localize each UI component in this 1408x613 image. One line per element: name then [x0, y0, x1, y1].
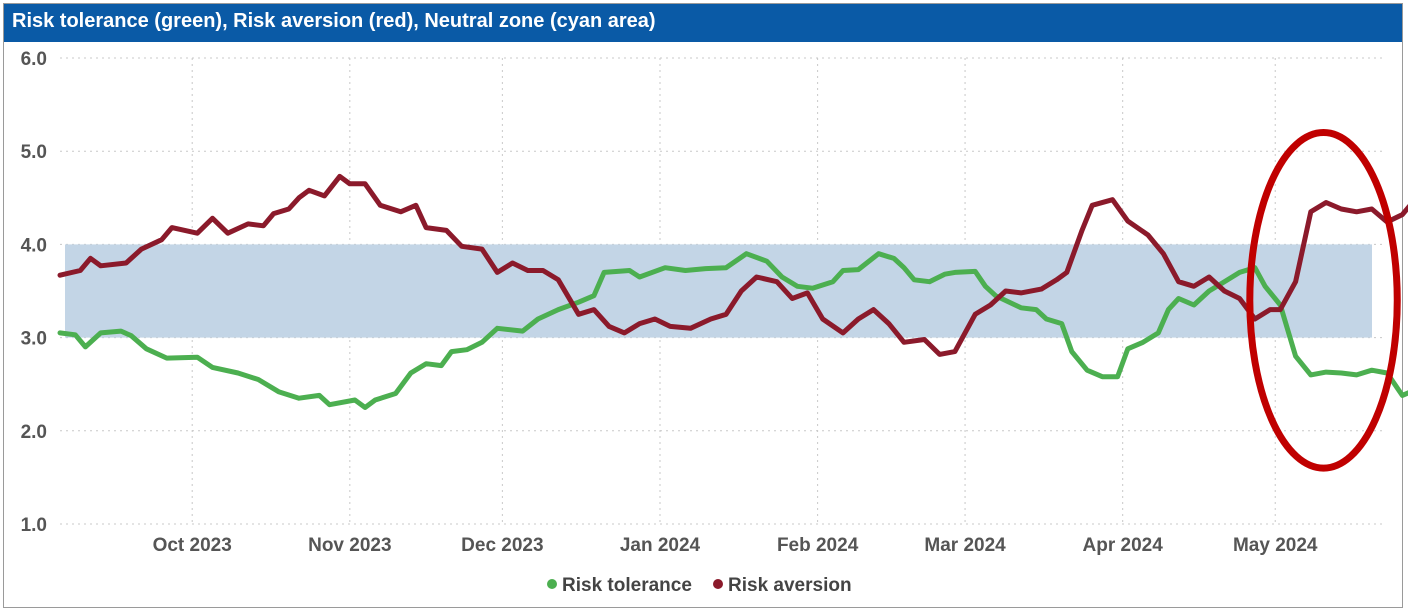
- x-tick-label: Apr 2024: [1083, 535, 1164, 556]
- legend-label-risk-aversion: Risk aversion: [728, 575, 852, 596]
- legend-label-risk-tolerance: Risk tolerance: [562, 575, 692, 596]
- x-axis: Oct 2023 Nov 2023 Dec 2023 Jan 2024 Feb 2024…: [153, 535, 1318, 556]
- neutral-zone-area: [65, 244, 1372, 338]
- risk-aversion-line: [57, 173, 1408, 357]
- highlight-ellipse: [1246, 129, 1401, 472]
- y-tick-label: 5.0: [21, 142, 47, 163]
- y-tick-label: 3.0: [21, 329, 47, 350]
- risk-tolerance-line: [57, 251, 1408, 410]
- x-tick-label: Oct 2023: [153, 535, 232, 556]
- y-tick-label: 2.0: [21, 422, 47, 443]
- x-tick-label: Feb 2024: [777, 535, 859, 556]
- legend: Risk tolerance Risk aversion: [547, 575, 852, 596]
- legend-marker-risk-aversion: [713, 579, 723, 589]
- y-axis: 1.0 2.0 3.0 4.0 5.0 6.0: [21, 49, 47, 536]
- y-tick-label: 1.0: [21, 515, 47, 536]
- x-tick-label: Jan 2024: [620, 535, 701, 556]
- y-tick-label: 6.0: [21, 49, 47, 70]
- x-tick-label: May 2024: [1233, 535, 1318, 556]
- x-tick-label: Dec 2023: [461, 535, 543, 556]
- legend-marker-risk-tolerance: [547, 579, 557, 589]
- chart-title-bar: Risk tolerance (green), Risk aversion (r…: [4, 4, 1402, 42]
- series: [57, 173, 1408, 410]
- x-tick-label: Nov 2023: [308, 535, 391, 556]
- y-tick-label: 4.0: [21, 235, 47, 256]
- chart-title: Risk tolerance (green), Risk aversion (r…: [12, 10, 656, 32]
- x-tick-label: Mar 2024: [924, 535, 1006, 556]
